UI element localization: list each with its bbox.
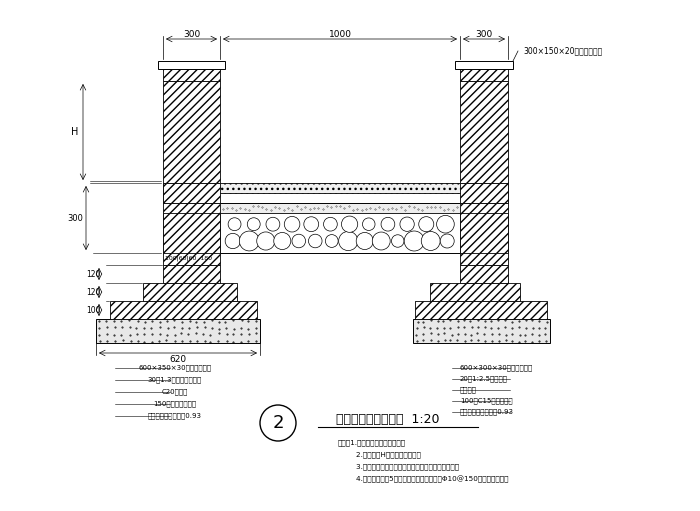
Text: 620: 620: [169, 355, 187, 363]
Text: 100厚C15混凝土垫层: 100厚C15混凝土垫层: [460, 398, 512, 404]
Text: 300×150×20厚烧面芝鸫灰: 300×150×20厚烧面芝鸫灰: [523, 47, 602, 56]
Circle shape: [363, 218, 375, 230]
Bar: [163, 81, 220, 265]
Bar: [460, 81, 508, 265]
Bar: [110, 301, 257, 319]
Bar: [460, 69, 508, 81]
Text: 100: 100: [85, 306, 100, 314]
Bar: [455, 61, 513, 69]
Bar: [460, 213, 508, 253]
Bar: [460, 183, 508, 203]
Bar: [415, 301, 547, 319]
Text: 素土夸实，夸板大于0.93: 素土夸实，夸板大于0.93: [148, 413, 202, 420]
Circle shape: [228, 218, 241, 230]
Circle shape: [266, 217, 280, 231]
Bar: [163, 193, 508, 203]
Text: 2.图中所示H为现场实际高度。: 2.图中所示H为现场实际高度。: [338, 452, 421, 458]
Bar: [460, 265, 508, 283]
Circle shape: [342, 216, 358, 233]
Bar: [430, 283, 520, 301]
Circle shape: [309, 234, 322, 248]
Bar: [163, 183, 220, 203]
Bar: [96, 319, 260, 343]
Circle shape: [419, 217, 434, 231]
Circle shape: [304, 217, 318, 231]
Bar: [220, 213, 460, 253]
Text: 300: 300: [475, 30, 493, 38]
Circle shape: [292, 234, 305, 248]
Text: 300: 300: [67, 214, 83, 222]
Bar: [163, 213, 220, 253]
Text: 20厚1:2.5水泥砂浆: 20厚1:2.5水泥砂浆: [460, 376, 508, 382]
Circle shape: [326, 235, 338, 247]
Text: 600×300×30厚烧面芝鸫灰: 600×300×30厚烧面芝鸫灰: [460, 365, 533, 371]
Text: 台阶样式一剪面图一  1:20: 台阶样式一剪面图一 1:20: [336, 412, 440, 426]
Circle shape: [404, 231, 424, 251]
Text: 120: 120: [86, 269, 100, 278]
Circle shape: [391, 235, 404, 247]
Text: 说明：1.本台阶主要适用于外褶。: 说明：1.本台阶主要适用于外褶。: [338, 439, 406, 446]
Text: C20混凝土: C20混凝土: [162, 389, 188, 396]
Circle shape: [437, 215, 454, 233]
Bar: [413, 319, 550, 343]
Circle shape: [257, 232, 275, 250]
Circle shape: [260, 405, 296, 441]
Circle shape: [323, 217, 337, 231]
Text: 300: 300: [183, 30, 200, 38]
Text: 4.台阶级数大于5级以上，基础混凝土增加Φ10@150单层双向配筋。: 4.台阶级数大于5级以上，基础混凝土增加Φ10@150单层双向配筋。: [338, 475, 508, 483]
Text: 3.本图台阶级数仅作为示意，具体数量详见平面图。: 3.本图台阶级数仅作为示意，具体数量详见平面图。: [338, 463, 459, 470]
Circle shape: [440, 234, 454, 248]
Circle shape: [225, 234, 240, 249]
Circle shape: [381, 217, 395, 231]
Bar: [143, 283, 237, 301]
Circle shape: [421, 231, 440, 250]
Bar: [163, 265, 220, 283]
Circle shape: [356, 233, 373, 249]
Circle shape: [400, 217, 414, 231]
Text: H: H: [71, 127, 78, 137]
Text: 120: 120: [86, 288, 100, 296]
Circle shape: [239, 231, 259, 251]
Text: 地基砖体: 地基砖体: [460, 387, 477, 393]
Bar: [163, 183, 508, 193]
Text: 素土夸实，夸板大于0.93: 素土夸实，夸板大于0.93: [460, 409, 514, 415]
Text: 100|60|60  180: 100|60|60 180: [165, 256, 212, 261]
Circle shape: [247, 218, 260, 230]
Circle shape: [274, 233, 290, 249]
Bar: [158, 61, 225, 69]
Text: 600×350×30厚烧面芝鸫灰: 600×350×30厚烧面芝鸫灰: [139, 365, 211, 371]
Bar: [220, 203, 460, 213]
Bar: [163, 183, 508, 193]
Circle shape: [284, 216, 300, 232]
Text: 2: 2: [272, 414, 284, 432]
Text: 150厚级配碗石垫层: 150厚级配碗石垫层: [153, 401, 197, 407]
Circle shape: [339, 231, 358, 250]
Bar: [163, 69, 220, 81]
Text: 1000: 1000: [328, 30, 351, 38]
Circle shape: [372, 232, 390, 250]
Text: 30厚1.3干硬性水泥砂浆: 30厚1.3干硬性水泥砂浆: [148, 377, 202, 383]
